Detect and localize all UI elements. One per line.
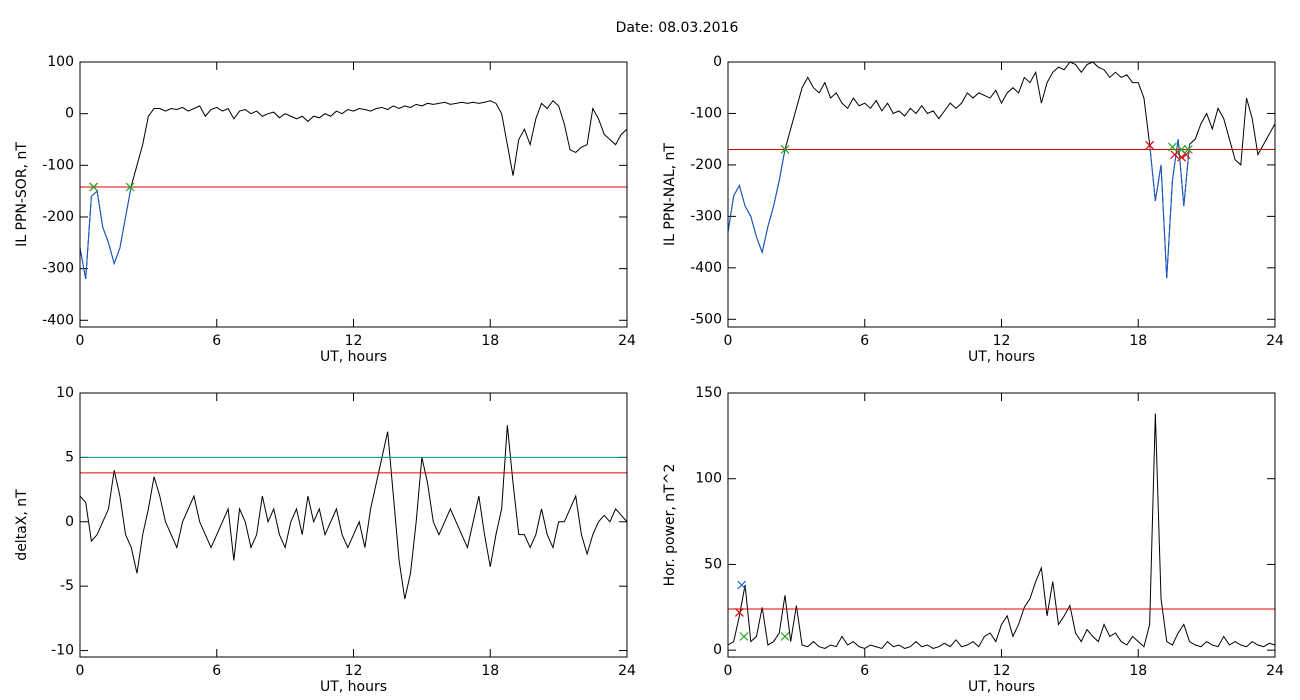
data-line <box>727 149 786 255</box>
marker <box>125 182 135 192</box>
figure-title: Date: 08.03.2016 <box>616 20 739 36</box>
x-tick-label: 0 <box>76 333 85 349</box>
y-tick-label: 100 <box>47 54 74 70</box>
marker <box>1145 140 1155 150</box>
y-axis-label: Hor. power, nT^2 <box>662 464 678 587</box>
x-tick-label: 6 <box>860 663 869 679</box>
y-tick-label: 0 <box>65 514 74 530</box>
x-tick-label: 18 <box>481 333 499 349</box>
x-tick-label: 12 <box>345 333 363 349</box>
x-tick-label: 0 <box>76 663 85 679</box>
data-line <box>79 99 628 280</box>
data-line <box>727 413 1276 650</box>
marker <box>734 608 744 617</box>
x-tick-label: 12 <box>993 663 1011 679</box>
data-line <box>79 185 132 280</box>
x-tick-label: 12 <box>993 333 1011 349</box>
plot-frame <box>79 61 628 328</box>
y-tick-label: -400 <box>690 260 722 276</box>
y-axis-label: deltaX, nT <box>14 489 30 561</box>
x-tick-label: 6 <box>212 663 221 679</box>
y-tick-label: -200 <box>690 157 722 173</box>
y-tick-label: 100 <box>695 471 722 487</box>
marker <box>89 182 99 192</box>
x-axis-label: UT, hours <box>968 349 1035 365</box>
x-tick-label: 18 <box>481 663 499 679</box>
y-tick-label: -500 <box>690 311 722 327</box>
x-tick-label: 18 <box>1129 663 1147 679</box>
y-tick-label: -400 <box>42 312 74 328</box>
marker <box>1170 150 1180 160</box>
x-axis-label: UT, hours <box>320 349 387 365</box>
y-tick-label: -200 <box>42 209 74 225</box>
y-tick-label: 50 <box>704 556 722 572</box>
y-tick-label: 5 <box>65 449 74 465</box>
plot-frame <box>727 61 1276 328</box>
marker <box>739 632 749 641</box>
plot-frame <box>79 392 628 658</box>
y-tick-label: 0 <box>713 54 722 70</box>
y-tick-label: -10 <box>51 643 74 659</box>
x-axis-label: UT, hours <box>320 679 387 695</box>
marker <box>1183 145 1193 154</box>
y-tick-label: 10 <box>56 385 74 401</box>
y-axis-label: IL PPN-NAL, nT <box>662 143 678 246</box>
x-tick-label: 0 <box>724 663 733 679</box>
y-tick-label: -5 <box>60 578 74 594</box>
y-tick-label: 0 <box>65 106 74 122</box>
marker <box>780 632 790 641</box>
y-tick-label: -100 <box>690 105 722 121</box>
data-line <box>1149 139 1191 279</box>
x-tick-label: 6 <box>212 333 221 349</box>
marker <box>1168 142 1177 152</box>
x-tick-label: 24 <box>618 663 636 679</box>
y-tick-label: -300 <box>690 208 722 224</box>
marker <box>1177 145 1186 154</box>
x-axis-label: UT, hours <box>968 679 1035 695</box>
x-tick-label: 24 <box>1266 333 1284 349</box>
y-tick-label: 150 <box>695 385 722 401</box>
y-axis-label: IL PPN-SOR, nT <box>14 142 30 247</box>
data-line <box>727 61 1276 279</box>
marker <box>737 580 747 590</box>
marker <box>780 145 790 154</box>
x-tick-label: 6 <box>860 333 869 349</box>
data-line <box>79 425 628 600</box>
x-tick-label: 18 <box>1129 333 1147 349</box>
y-tick-label: -100 <box>42 157 74 173</box>
x-tick-label: 24 <box>1266 663 1284 679</box>
marker <box>1177 152 1186 162</box>
x-tick-label: 24 <box>618 333 636 349</box>
x-tick-label: 0 <box>724 333 733 349</box>
y-tick-label: 0 <box>713 642 722 658</box>
plot-frame <box>727 392 1276 658</box>
y-tick-label: -300 <box>42 261 74 277</box>
x-tick-label: 12 <box>345 663 363 679</box>
